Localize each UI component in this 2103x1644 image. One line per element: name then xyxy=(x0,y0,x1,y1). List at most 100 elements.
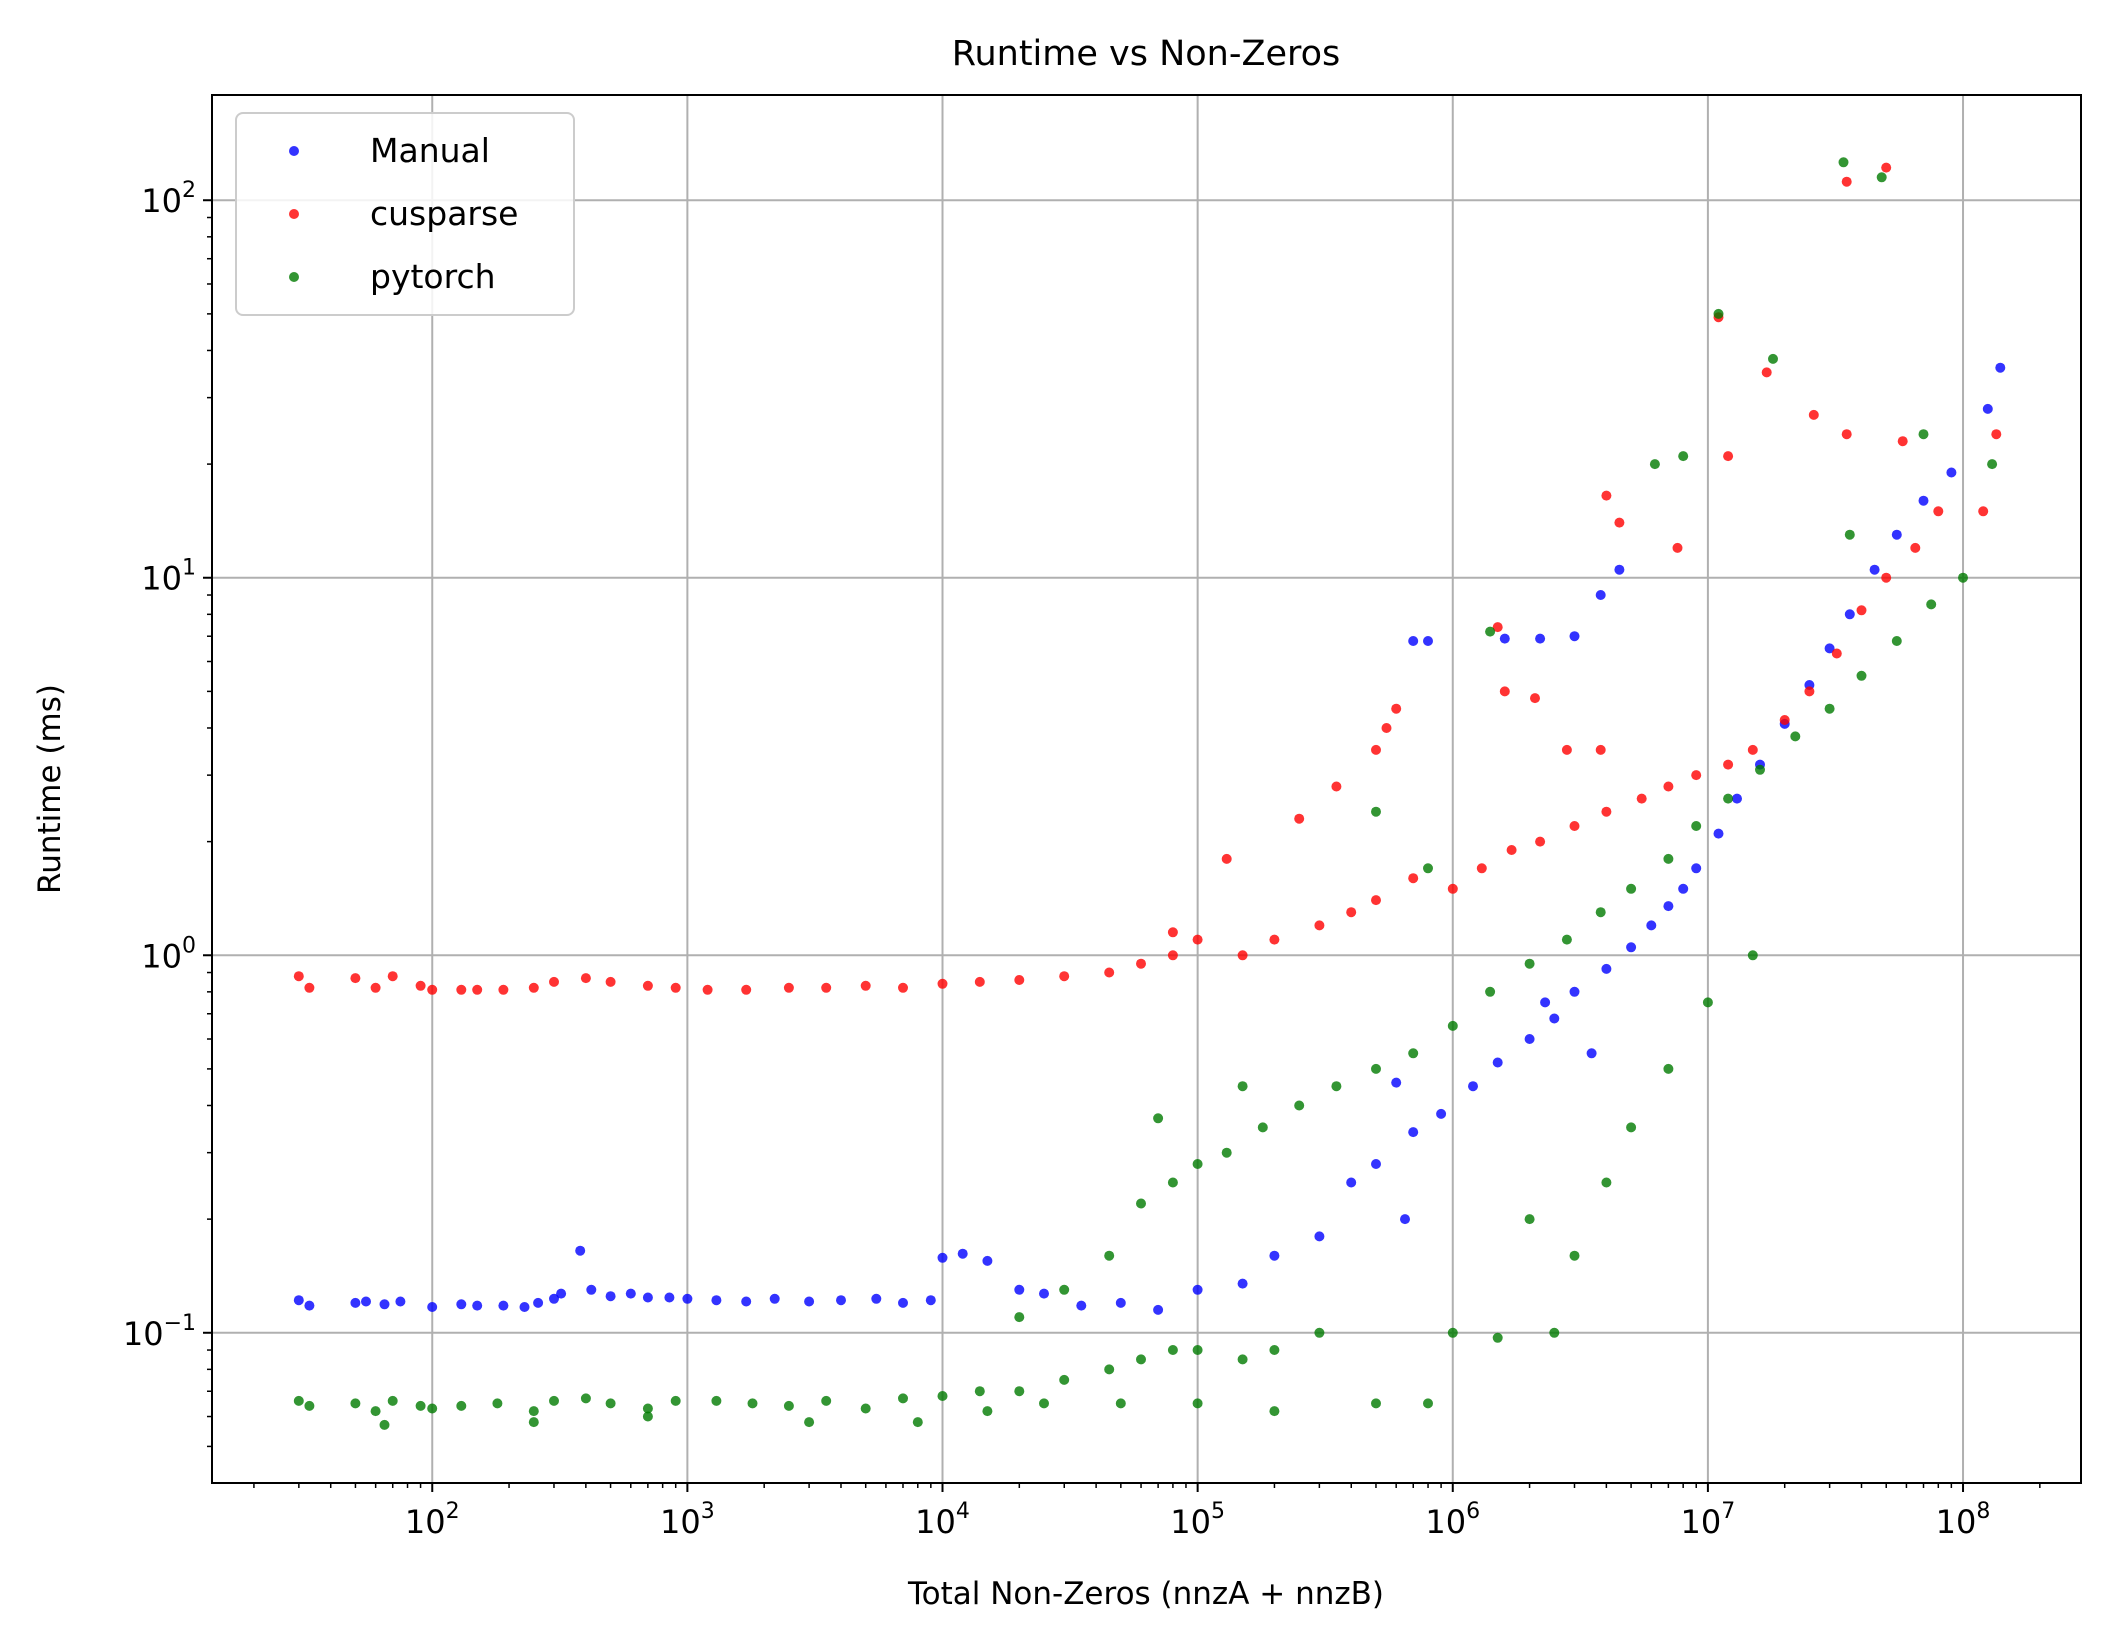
data-point xyxy=(1918,495,1929,506)
legend-marker-manual xyxy=(289,146,299,156)
data-point xyxy=(937,978,948,989)
data-point xyxy=(1723,793,1734,804)
data-point xyxy=(387,1395,398,1406)
data-point xyxy=(528,982,539,993)
legend-label-manual: Manual xyxy=(370,131,490,170)
data-point xyxy=(783,1400,794,1411)
data-point xyxy=(670,1395,681,1406)
data-point xyxy=(586,1284,597,1295)
data-point xyxy=(575,1245,586,1256)
data-point xyxy=(1408,636,1419,646)
data-point xyxy=(1595,907,1606,918)
data-point xyxy=(361,1296,371,1307)
data-point xyxy=(747,1398,758,1409)
data-point xyxy=(498,984,509,995)
data-point xyxy=(549,976,559,987)
data-point xyxy=(1595,590,1606,600)
data-point xyxy=(427,1302,438,1312)
data-point xyxy=(293,971,304,982)
data-point xyxy=(1381,723,1392,733)
data-point xyxy=(871,1293,882,1304)
data-point xyxy=(1059,1284,1070,1295)
data-point xyxy=(580,973,591,984)
data-point xyxy=(1978,506,1989,517)
data-point xyxy=(1672,542,1683,553)
data-point xyxy=(1841,176,1852,187)
data-point xyxy=(1995,362,2006,373)
data-point xyxy=(836,1295,846,1306)
data-point xyxy=(783,982,794,993)
data-point xyxy=(670,982,681,993)
data-point xyxy=(1039,1288,1049,1299)
data-point xyxy=(1601,490,1612,501)
x-axis-label: Total Non-Zeros (nnzA + nnzB) xyxy=(907,1576,1384,1612)
data-point xyxy=(1400,1214,1410,1225)
data-point xyxy=(293,1395,304,1406)
data-point xyxy=(1408,1127,1419,1138)
data-point xyxy=(1586,1048,1597,1059)
legend: Manual cusparse pytorch xyxy=(235,112,575,316)
data-point xyxy=(1569,631,1580,642)
data-point xyxy=(1269,1406,1280,1417)
data-point xyxy=(1723,451,1734,462)
data-point xyxy=(1926,599,1937,610)
data-point xyxy=(1115,1398,1126,1409)
data-point xyxy=(605,976,616,987)
data-point xyxy=(898,1297,908,1308)
x-tick-label: 107 xyxy=(1681,1499,1736,1541)
data-point xyxy=(1808,409,1819,420)
data-point xyxy=(1371,744,1381,755)
data-point xyxy=(549,1395,559,1406)
data-point xyxy=(1492,1057,1503,1068)
data-point xyxy=(1982,403,1993,414)
data-point xyxy=(1221,1147,1232,1158)
legend-marker-pytorch xyxy=(289,272,299,282)
data-point xyxy=(898,1393,908,1404)
data-point xyxy=(1649,459,1660,470)
data-point xyxy=(1167,1177,1178,1188)
data-point xyxy=(492,1398,503,1409)
data-point xyxy=(912,1417,923,1428)
data-point xyxy=(1492,622,1503,633)
data-point xyxy=(1014,1284,1025,1295)
data-point xyxy=(1595,744,1606,755)
data-point xyxy=(1747,744,1758,755)
data-point xyxy=(1713,308,1724,319)
data-point xyxy=(1059,971,1070,982)
data-point xyxy=(1897,436,1908,447)
data-point xyxy=(625,1288,636,1299)
data-point xyxy=(1524,1214,1535,1225)
data-point xyxy=(1237,1354,1248,1365)
data-point xyxy=(415,1400,426,1411)
series-pytorch xyxy=(293,157,1998,1430)
data-point xyxy=(1499,686,1510,697)
data-point xyxy=(642,1403,653,1414)
x-tick-label: 106 xyxy=(1425,1499,1480,1541)
legend-label-pytorch: pytorch xyxy=(370,257,496,296)
data-point xyxy=(1167,950,1178,961)
data-point xyxy=(304,1300,315,1311)
x-tick-label: 108 xyxy=(1936,1499,1991,1541)
data-point xyxy=(605,1291,616,1302)
data-point xyxy=(1506,845,1517,855)
data-point xyxy=(1269,1345,1280,1355)
data-point xyxy=(1237,950,1248,961)
y-axis-label: Runtime (ms) xyxy=(32,684,68,894)
legend-marker-cusparse xyxy=(289,209,299,219)
data-point xyxy=(456,1400,467,1411)
data-point xyxy=(427,984,438,995)
data-point xyxy=(1237,1278,1248,1289)
data-point xyxy=(379,1299,390,1310)
data-point xyxy=(860,980,871,991)
data-point xyxy=(1269,1250,1280,1261)
data-point xyxy=(804,1417,815,1428)
data-point xyxy=(1626,1122,1637,1133)
x-tick-label: 104 xyxy=(915,1499,970,1541)
data-point xyxy=(1447,1020,1458,1031)
data-point xyxy=(1535,633,1546,644)
data-point xyxy=(741,984,752,995)
data-point xyxy=(821,982,832,993)
data-point xyxy=(1824,703,1835,714)
